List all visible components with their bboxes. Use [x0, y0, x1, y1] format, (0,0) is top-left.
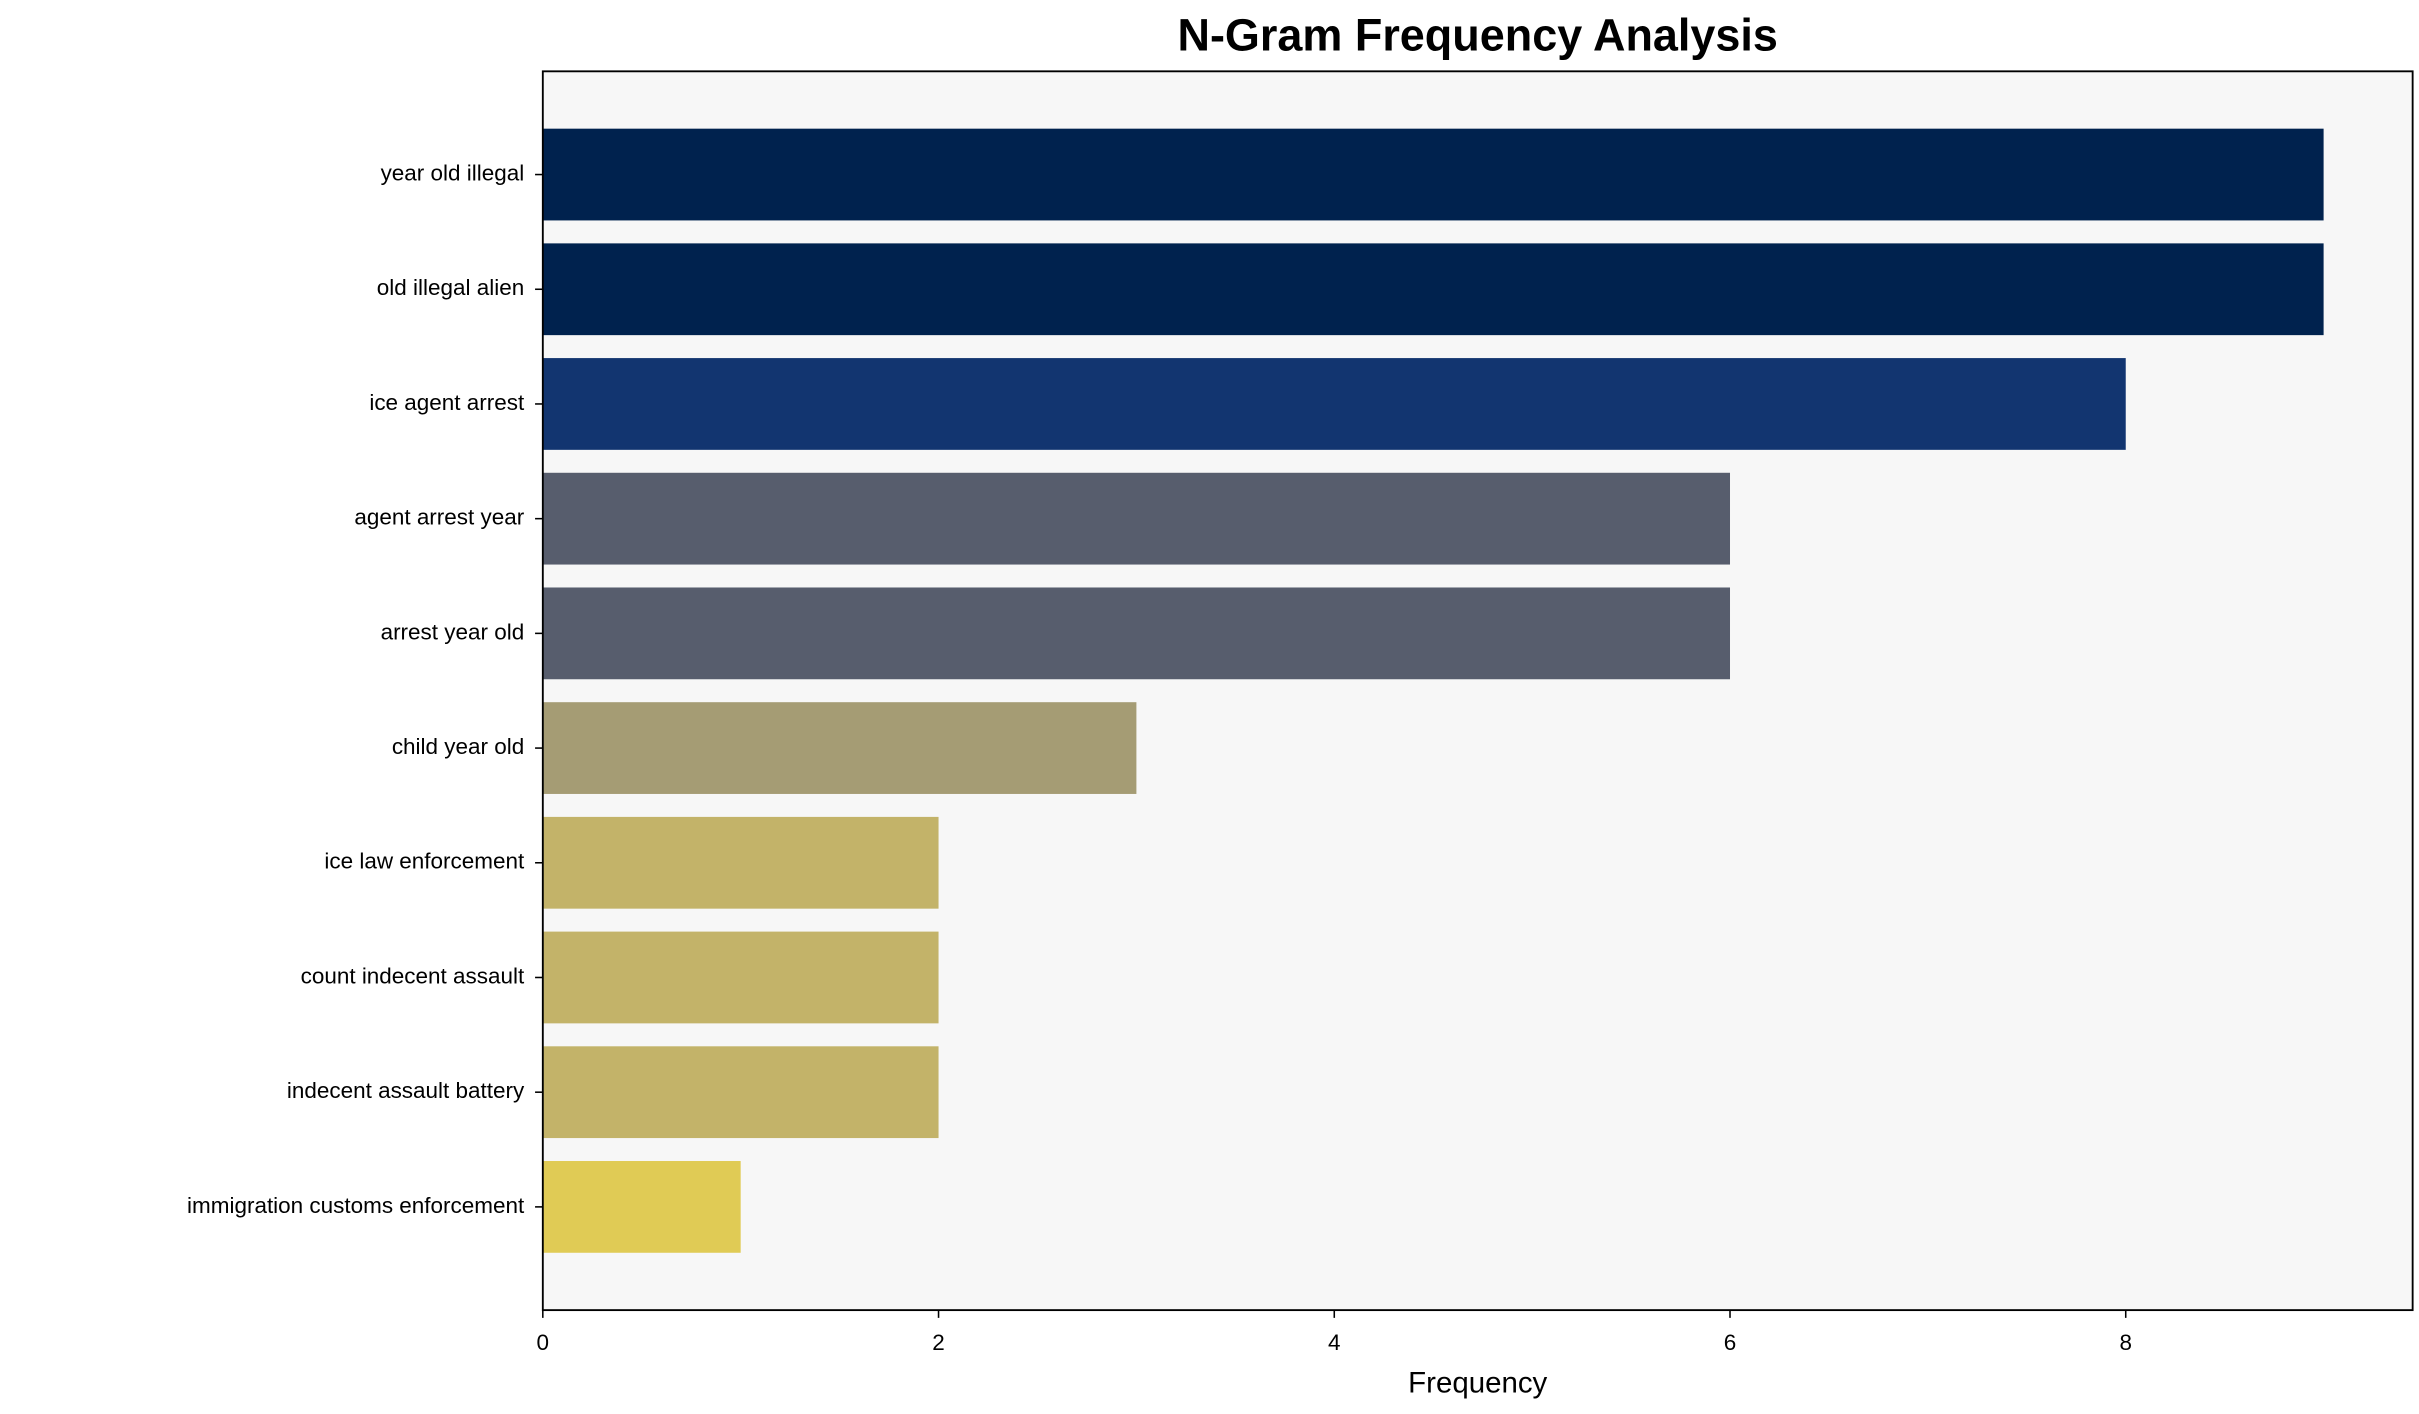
bar — [542, 931, 939, 1024]
chart-title: N-Gram Frequency Analysis — [1178, 10, 1778, 61]
y-tick-label: year old illegal — [381, 160, 525, 185]
bar — [542, 816, 939, 909]
bar — [542, 358, 2126, 450]
y-tick-label: agent arrest year — [354, 505, 524, 530]
x-tick-label: 6 — [1724, 1330, 1737, 1355]
y-tick-label: indecent assault battery — [287, 1078, 525, 1103]
bar — [542, 472, 1731, 565]
x-axis-label: Frequency — [1408, 1366, 1547, 1399]
x-tick-label: 8 — [2119, 1330, 2132, 1355]
bar — [542, 243, 2324, 336]
bar — [542, 1161, 741, 1253]
x-tick-label: 2 — [932, 1330, 945, 1355]
bar — [542, 1046, 939, 1139]
y-tick-label: ice agent arrest — [369, 390, 525, 415]
x-tick-label: 4 — [1328, 1330, 1341, 1355]
y-tick-label: ice law enforcement — [324, 849, 525, 874]
bar — [542, 128, 2324, 221]
bar — [542, 702, 1137, 794]
y-tick-label: old illegal alien — [377, 275, 524, 300]
x-tick-label: 0 — [537, 1330, 550, 1355]
y-tick-label: child year old — [392, 734, 524, 759]
bar — [542, 587, 1731, 680]
y-tick-label: count indecent assault — [301, 963, 525, 988]
y-tick-label: arrest year old — [381, 619, 525, 644]
plot-frame — [541, 70, 2414, 1312]
y-tick-label: immigration customs enforcement — [187, 1193, 525, 1218]
